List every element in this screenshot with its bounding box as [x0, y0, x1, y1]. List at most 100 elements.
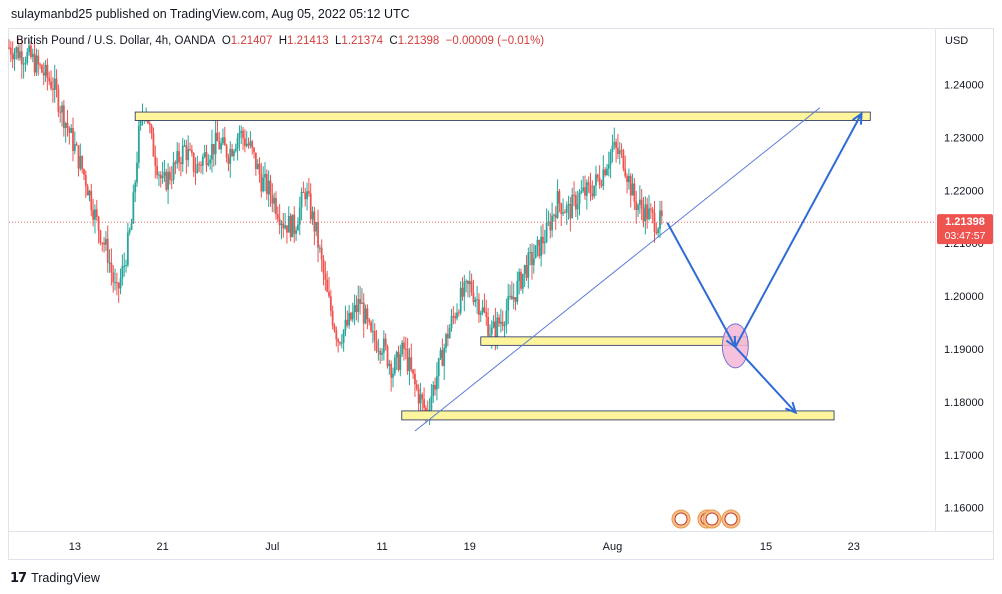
- candle-body: [359, 298, 361, 304]
- candle-body: [382, 338, 385, 353]
- price-axis[interactable]: [936, 28, 994, 532]
- event-flag-inner: [705, 512, 719, 526]
- candle-body: [357, 298, 360, 312]
- candle-body: [225, 145, 228, 158]
- candle-body: [507, 296, 510, 311]
- candle-body: [593, 185, 596, 197]
- candle-body: [637, 204, 639, 211]
- candle-body: [571, 194, 574, 219]
- chart-pane[interactable]: [8, 28, 936, 532]
- support-resistance-zone: [134, 111, 871, 121]
- candle-body: [584, 187, 586, 196]
- candle-body: [366, 308, 369, 320]
- candle-body: [289, 215, 292, 238]
- candle-body: [61, 105, 63, 113]
- candle-body: [468, 281, 471, 285]
- high-value: 1.21413: [287, 35, 329, 47]
- price-tick-label: 1.23000: [944, 132, 984, 144]
- candle-body: [362, 302, 365, 324]
- candle-body: [300, 191, 303, 208]
- candle-body: [348, 312, 351, 326]
- candle-body: [181, 145, 184, 165]
- candle-body: [648, 208, 650, 220]
- candle-body: [55, 78, 58, 90]
- axis-corner: [936, 532, 994, 560]
- candle-body: [415, 384, 418, 389]
- candle-body: [615, 141, 617, 148]
- candle-body: [192, 152, 195, 172]
- candle-body: [218, 141, 221, 150]
- candle-body: [20, 51, 23, 65]
- time-tick-label: 23: [848, 541, 860, 553]
- candle-body: [397, 351, 400, 370]
- candle-body: [256, 163, 259, 170]
- candle-body: [214, 132, 217, 155]
- candle-body: [207, 163, 210, 166]
- candle-body: [103, 242, 105, 245]
- candle-body: [644, 204, 647, 222]
- candle-body: [456, 312, 458, 319]
- candle-body: [126, 232, 129, 265]
- candle-body: [26, 52, 29, 63]
- candle-body: [167, 171, 169, 190]
- candle-body: [70, 128, 73, 133]
- candle-body: [64, 122, 67, 129]
- candle-body: [134, 182, 137, 193]
- candle-body: [540, 236, 543, 257]
- candle-body: [499, 321, 502, 324]
- candle-body: [452, 316, 455, 318]
- candle-body: [523, 265, 526, 274]
- candle-body: [417, 388, 420, 404]
- candle-body: [368, 319, 371, 323]
- candle-body: [209, 159, 212, 164]
- candle-body: [558, 191, 561, 204]
- candle-body: [189, 149, 191, 151]
- candle-body: [39, 64, 41, 66]
- candle-body: [485, 312, 488, 317]
- time-tick-label: 13: [69, 541, 81, 553]
- price-tick-label: 1.16000: [944, 503, 984, 515]
- candle-body: [454, 316, 457, 319]
- time-tick-label: 11: [376, 541, 387, 553]
- candle-body: [384, 338, 387, 347]
- open-label: O: [221, 35, 231, 47]
- candle-body: [578, 192, 581, 204]
- candle-body: [534, 245, 537, 259]
- candle-body: [393, 357, 396, 374]
- candle-body: [57, 89, 60, 112]
- candle-body: [41, 65, 43, 73]
- time-axis[interactable]: [8, 532, 936, 560]
- candle-body: [459, 287, 462, 313]
- candle-body: [275, 197, 277, 215]
- candle-body: [371, 331, 374, 333]
- candle-body: [17, 47, 20, 59]
- tradingview-footer[interactable]: 17 TradingView: [10, 569, 100, 587]
- low-label: L: [335, 35, 342, 47]
- candle-body: [432, 384, 435, 397]
- candle-body: [556, 191, 559, 218]
- candle-body: [242, 130, 244, 139]
- time-tick-label: Aug: [603, 541, 623, 553]
- candle-body: [165, 171, 168, 190]
- candle-body: [434, 384, 436, 390]
- candle-body: [657, 228, 660, 234]
- candle-body: [90, 190, 93, 211]
- candle-body: [262, 177, 265, 192]
- candle-body: [176, 151, 179, 164]
- candle-body: [307, 191, 310, 194]
- candle-body: [373, 331, 376, 341]
- candle-body: [569, 204, 572, 219]
- candle-body: [247, 143, 250, 146]
- candle-body: [212, 143, 215, 155]
- currency-label[interactable]: USD: [945, 35, 969, 47]
- candle-body: [660, 210, 663, 217]
- candle-body: [554, 214, 557, 218]
- candle-body: [642, 208, 645, 222]
- candle-body: [631, 183, 634, 196]
- candle-body: [324, 273, 327, 280]
- symbol-name: British Pound / U.S. Dollar, 4h, OANDA: [16, 35, 216, 47]
- candle-body: [392, 373, 394, 378]
- candle-body: [276, 214, 279, 219]
- candle-body: [510, 295, 513, 300]
- candle-body: [125, 264, 127, 266]
